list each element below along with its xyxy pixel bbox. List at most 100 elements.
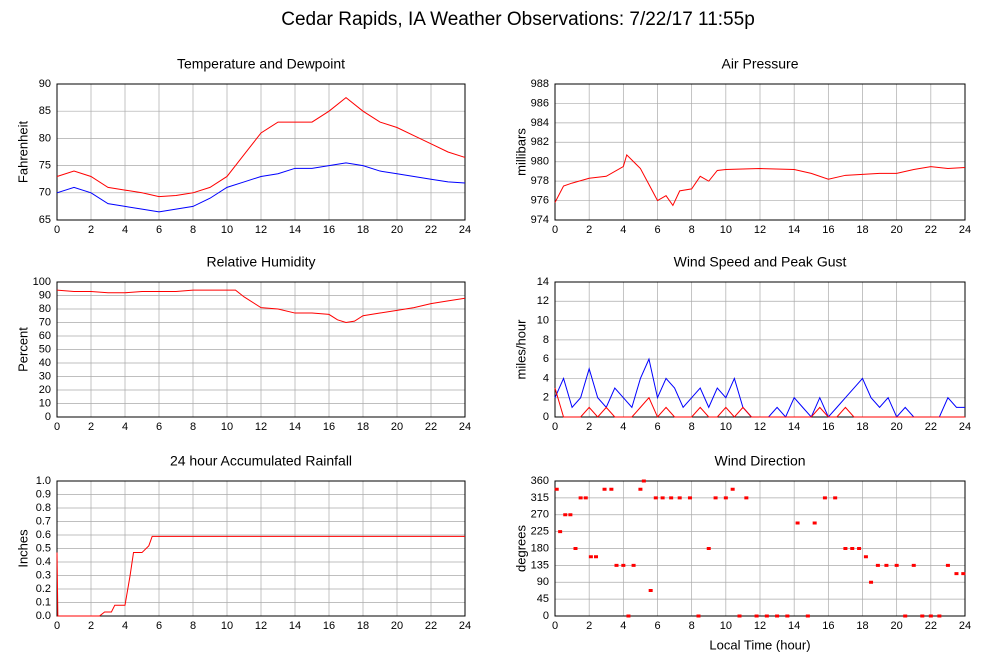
data-point xyxy=(638,487,643,491)
data-point xyxy=(669,496,674,500)
y-tick-label: 65 xyxy=(39,214,51,226)
x-tick-label: 24 xyxy=(459,620,471,632)
y-tick-label: 40 xyxy=(39,357,51,369)
x-tick-label: 22 xyxy=(925,421,937,433)
data-point xyxy=(812,521,817,525)
x-tick-label: 6 xyxy=(654,421,660,433)
y-tick-label: 50 xyxy=(39,343,51,355)
x-tick-label: 2 xyxy=(88,421,94,433)
data-point xyxy=(573,547,578,550)
x-tick-label: 6 xyxy=(654,224,660,236)
page-title: Cedar Rapids, IA Weather Observations: 7… xyxy=(281,9,755,30)
x-tick-label: 14 xyxy=(788,224,800,236)
x-axis-label: Local Time (hour) xyxy=(709,637,810,652)
y-tick-label: 0.6 xyxy=(36,529,51,541)
x-tick-label: 6 xyxy=(654,620,660,632)
data-point xyxy=(911,563,916,567)
x-tick-label: 16 xyxy=(822,224,834,236)
x-tick-label: 0 xyxy=(552,224,558,236)
y-tick-label: 10 xyxy=(39,397,51,409)
x-tick-label: 18 xyxy=(856,224,868,236)
x-tick-label: 22 xyxy=(425,224,437,236)
y-axis-label: Percent xyxy=(15,327,30,372)
data-point xyxy=(578,496,583,500)
chart-title: Temperature and Dewpoint xyxy=(177,56,345,72)
x-tick-label: 14 xyxy=(289,224,301,236)
x-tick-label: 16 xyxy=(822,421,834,433)
y-tick-label: 0.0 xyxy=(36,610,51,622)
x-tick-label: 8 xyxy=(190,421,196,433)
data-point xyxy=(961,572,966,576)
x-tick-label: 10 xyxy=(720,224,732,236)
y-tick-label: 0.2 xyxy=(36,583,51,595)
plot-frame xyxy=(56,480,466,617)
x-tick-label: 0 xyxy=(54,224,60,236)
data-point xyxy=(653,496,658,500)
data-point xyxy=(920,614,925,618)
data-point xyxy=(563,513,568,517)
y-axis-label: millibars xyxy=(513,128,528,176)
x-tick-label: 22 xyxy=(425,421,437,433)
y-tick-label: 75 xyxy=(39,160,51,172)
chart-title: Wind Speed and Peak Gust xyxy=(674,254,847,270)
data-point xyxy=(775,614,780,618)
data-point xyxy=(730,487,735,491)
y-tick-label: 315 xyxy=(531,492,549,504)
data-point xyxy=(621,563,626,567)
x-tick-label: 12 xyxy=(255,421,267,433)
data-point xyxy=(795,521,800,525)
x-tick-label: 10 xyxy=(221,421,233,433)
data-point xyxy=(894,563,899,567)
y-tick-label: 6 xyxy=(543,353,549,365)
x-tick-label: 8 xyxy=(190,620,196,632)
plot-frame xyxy=(56,281,466,418)
y-tick-label: 982 xyxy=(531,136,549,148)
y-tick-label: 80 xyxy=(39,132,51,144)
x-tick-label: 16 xyxy=(323,620,335,632)
x-tick-label: 18 xyxy=(357,620,369,632)
data-point xyxy=(857,547,862,550)
data-point xyxy=(554,487,559,491)
data-point xyxy=(822,496,827,500)
y-tick-label: 0 xyxy=(543,610,549,622)
y-tick-label: 10 xyxy=(537,314,549,326)
x-tick-label: 4 xyxy=(620,620,626,632)
y-tick-label: 4 xyxy=(543,372,549,384)
chart-title: 24 hour Accumulated Rainfall xyxy=(170,453,352,469)
x-tick-label: 16 xyxy=(822,620,834,632)
data-point xyxy=(687,496,692,500)
x-tick-label: 0 xyxy=(552,620,558,632)
y-tick-label: 0.4 xyxy=(36,556,51,568)
x-tick-label: 6 xyxy=(156,620,162,632)
x-tick-label: 8 xyxy=(689,620,695,632)
data-point xyxy=(754,614,759,618)
y-tick-label: 0.7 xyxy=(36,515,51,527)
data-point xyxy=(583,496,588,500)
y-tick-label: 0.1 xyxy=(36,596,51,608)
x-tick-label: 4 xyxy=(122,421,128,433)
y-axis-label: miles/hour xyxy=(513,319,528,380)
plot-frame xyxy=(56,83,466,221)
x-tick-label: 14 xyxy=(788,620,800,632)
x-tick-label: 2 xyxy=(586,620,592,632)
x-tick-label: 22 xyxy=(925,224,937,236)
y-tick-label: 12 xyxy=(537,295,549,307)
x-tick-label: 6 xyxy=(156,421,162,433)
y-tick-label: 100 xyxy=(33,276,51,288)
data-point xyxy=(744,496,749,500)
x-tick-label: 20 xyxy=(891,224,903,236)
x-tick-label: 4 xyxy=(122,620,128,632)
y-tick-label: 8 xyxy=(543,334,549,346)
x-tick-label: 20 xyxy=(891,620,903,632)
y-tick-label: 360 xyxy=(531,475,549,487)
x-tick-label: 24 xyxy=(459,224,471,236)
y-axis-label: Inches xyxy=(15,529,30,568)
x-tick-label: 8 xyxy=(689,421,695,433)
x-tick-label: 8 xyxy=(689,224,695,236)
y-tick-label: 90 xyxy=(39,289,51,301)
y-tick-label: 14 xyxy=(537,276,549,288)
x-tick-label: 24 xyxy=(959,224,971,236)
data-point xyxy=(945,563,950,567)
data-point xyxy=(588,555,593,559)
